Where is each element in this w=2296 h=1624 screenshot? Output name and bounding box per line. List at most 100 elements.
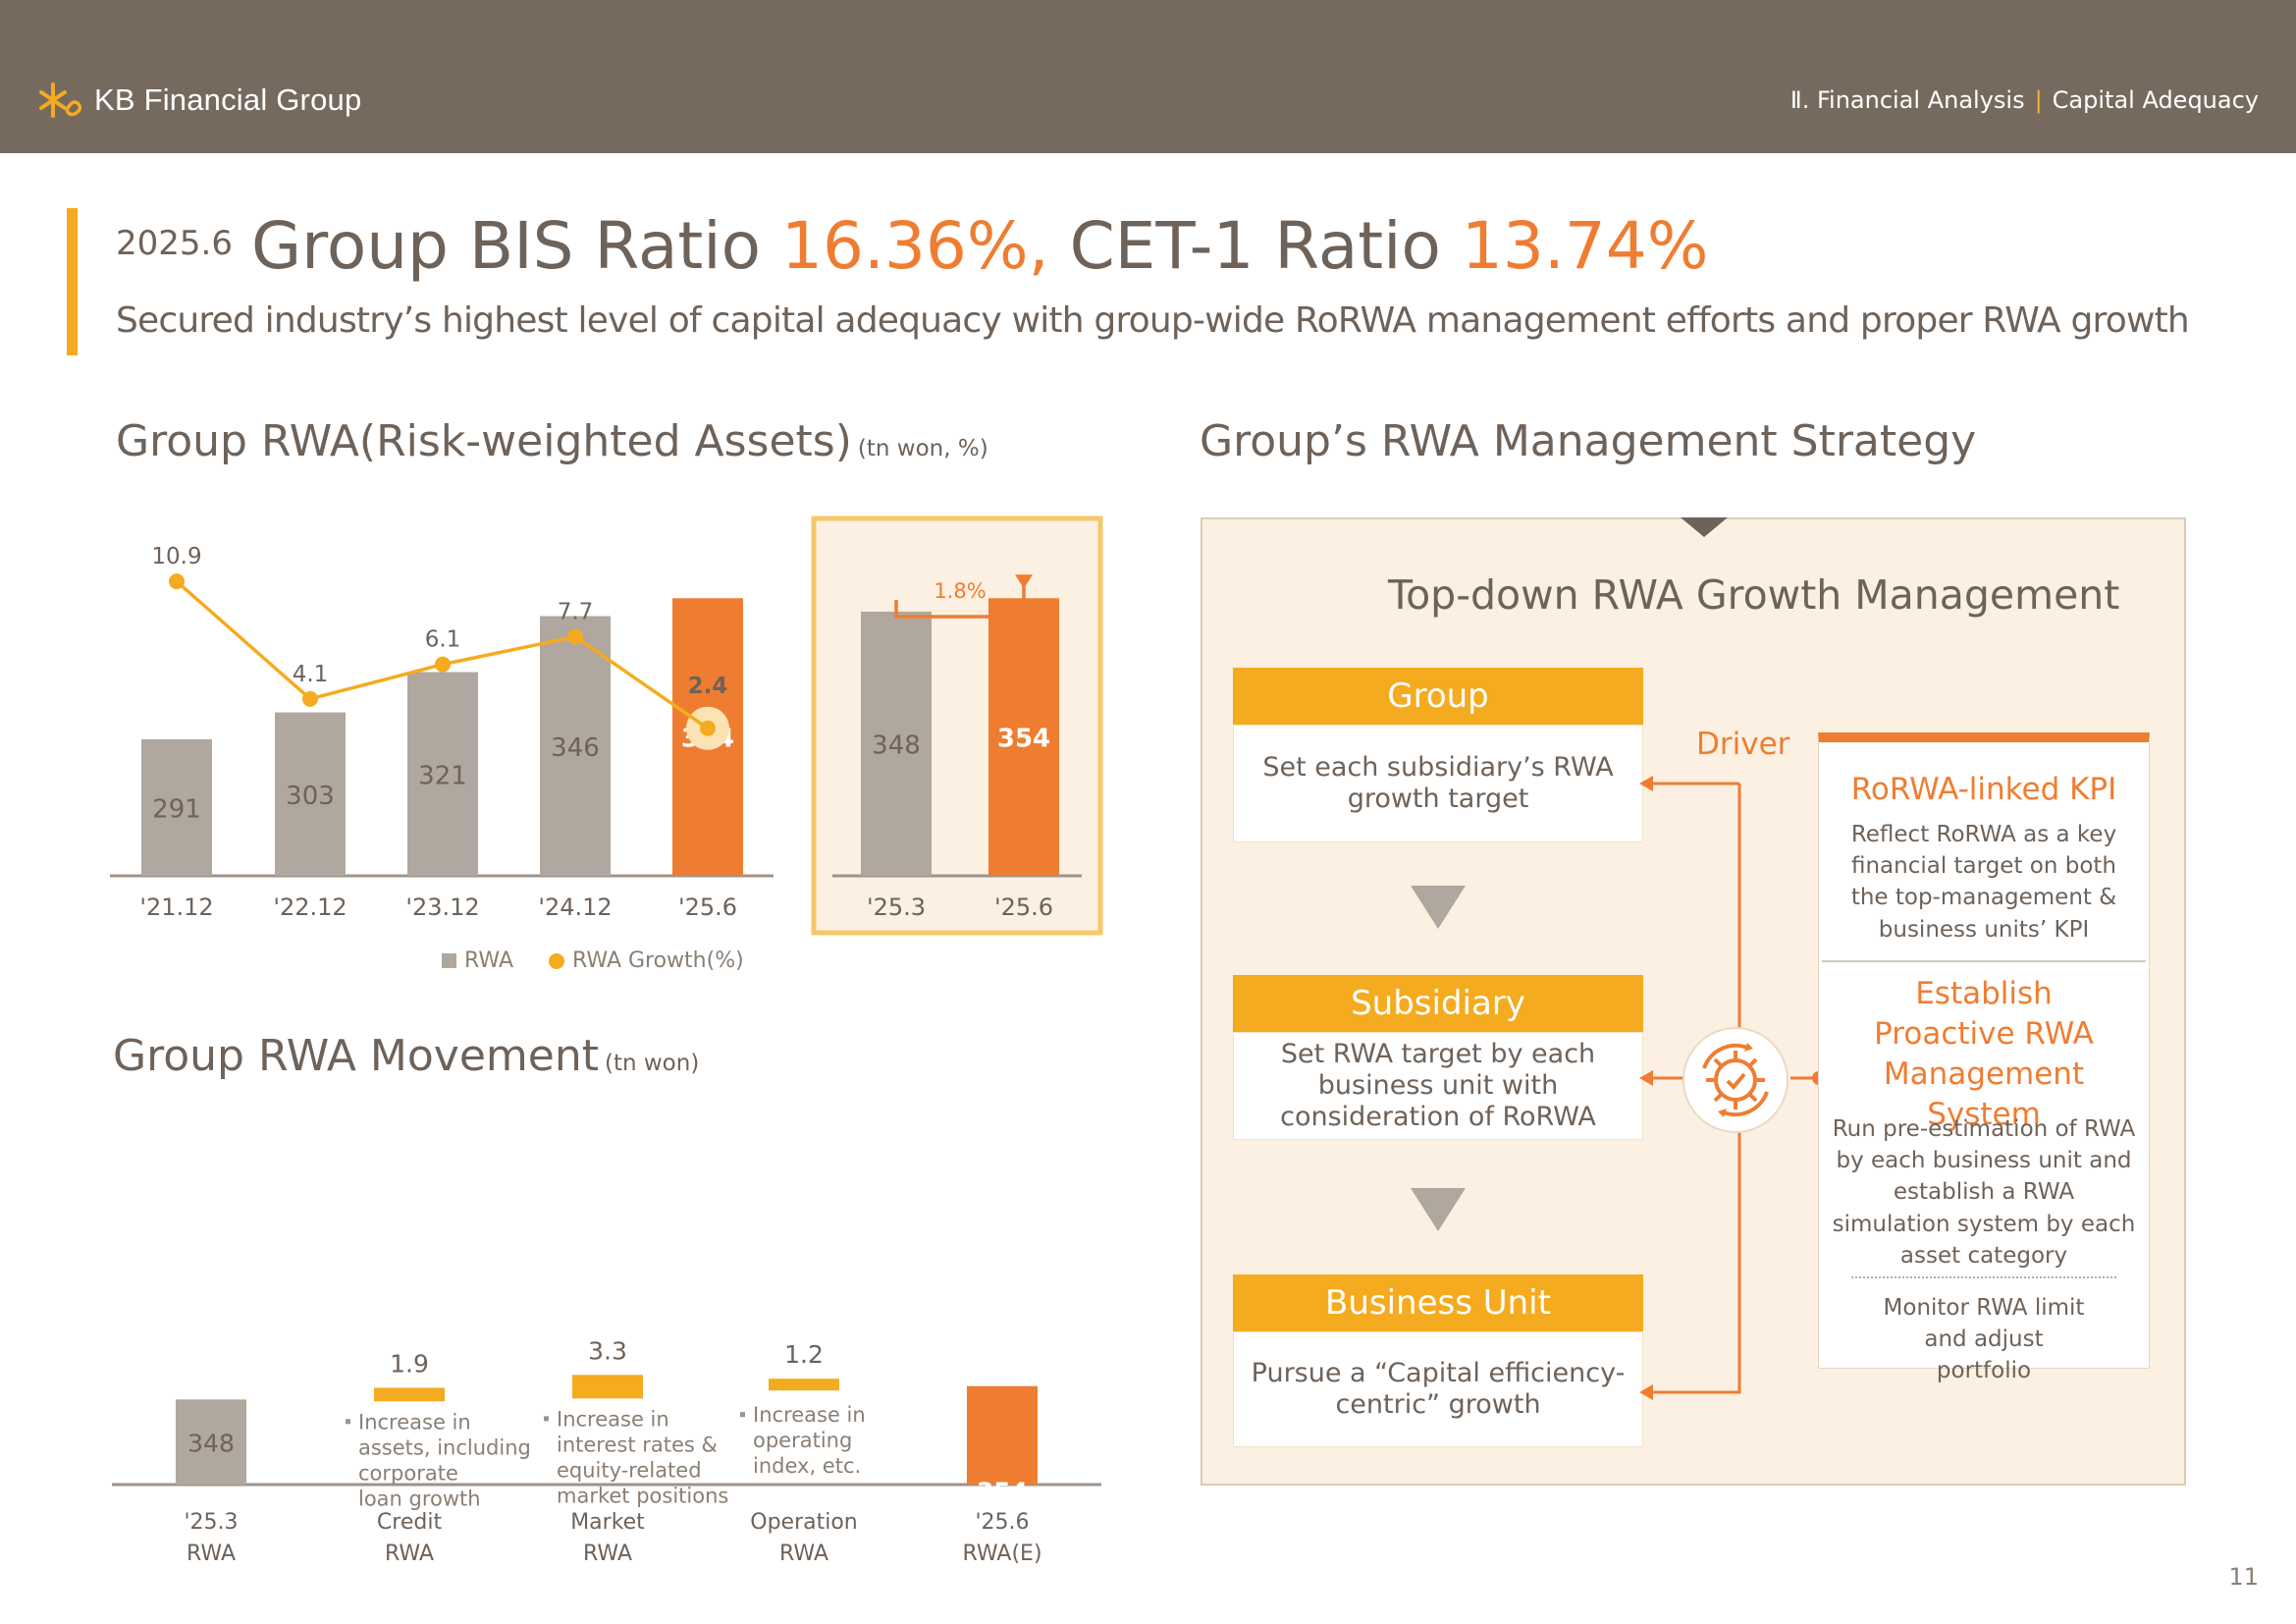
growth-annotation: 1.8% xyxy=(934,579,986,603)
bar-increase xyxy=(374,1387,445,1402)
note-text: loan growth xyxy=(358,1487,481,1510)
note-text: index, etc. xyxy=(753,1454,861,1478)
bar-rwa xyxy=(540,616,611,876)
headline-accent-bar xyxy=(67,208,78,355)
x-tick-label: RWA(E) xyxy=(962,1542,1041,1566)
bar-value-label: 291 xyxy=(152,794,201,824)
page-number: 11 xyxy=(2228,1563,2259,1591)
legend-growth-swatch xyxy=(549,952,564,969)
breadcrumb-section: Ⅱ. Financial Analysis xyxy=(1789,86,2025,114)
note-text: assets, including xyxy=(358,1435,531,1459)
kb-star-icon xyxy=(39,82,82,118)
rwa-chart: 291'21.12303'22.12321'23.12346'24.12354'… xyxy=(110,544,774,921)
note-bullet-icon xyxy=(544,1416,549,1422)
x-tick-label: '22.12 xyxy=(273,893,347,921)
bar-rwa xyxy=(407,672,478,876)
bar-rwa xyxy=(141,738,212,876)
arrow-down-icon xyxy=(1411,886,1466,929)
bar-value-label: 1.9 xyxy=(390,1349,429,1378)
growth-value-label: 6.1 xyxy=(425,627,461,653)
x-tick-label: '24.12 xyxy=(538,893,612,921)
bar-value-label: 348 xyxy=(187,1430,235,1458)
x-tick-label: RWA xyxy=(583,1542,632,1566)
note-text: interest rates & xyxy=(557,1433,718,1456)
bar-total xyxy=(967,1385,1038,1485)
x-tick-label: RWA xyxy=(779,1542,828,1566)
bar-value-label: 354 xyxy=(977,1478,1028,1506)
bar-increase xyxy=(572,1375,643,1399)
strategy-box-title: Top-down RWA Growth Management xyxy=(1388,571,2120,619)
driver-label: Driver xyxy=(1696,727,1790,762)
system-text: Run pre-estimation of RWA by each busine… xyxy=(1832,1116,2136,1269)
level-subsidiary-body: Set RWA target by each business unit wit… xyxy=(1233,1032,1643,1140)
system-dotted-divider xyxy=(1851,1276,2116,1278)
legend-rwa-label: RWA xyxy=(464,948,513,973)
legend-growth-label: RWA Growth(%) xyxy=(572,948,744,973)
bar-value-label: 3.3 xyxy=(588,1336,627,1365)
header-bar: KB Financial Group Ⅱ. Financial Analysis… xyxy=(0,0,2296,153)
rwa-section-title: Group RWA(Risk-weighted Assets) (tn won, … xyxy=(116,416,988,466)
kpi-text: Reflect RoRWA as a key financial target … xyxy=(1850,822,2117,943)
level-subsidiary-head: Subsidiary xyxy=(1233,975,1643,1032)
bar-comparison xyxy=(988,598,1059,876)
breadcrumb-subsection: Capital Adequacy xyxy=(2052,86,2259,114)
growth-point xyxy=(435,656,451,673)
rwa-comparison-chart: 348 '25.3 354 '25.6 1.8% xyxy=(811,515,1103,936)
level-business-unit-body: Pursue a “Capital efficiency-centric” gr… xyxy=(1233,1331,1643,1447)
bar-value-label: 1.2 xyxy=(784,1340,824,1369)
movement-title-text: Group RWA Movement xyxy=(113,1031,599,1081)
headline: Group BIS Ratio 16.36%, CET-1 Ratio 13.7… xyxy=(251,208,1709,284)
headline-subtitle: Secured industry’s highest level of capi… xyxy=(116,300,2190,341)
x-tick-label: '25.6 xyxy=(975,1510,1029,1535)
bar-comparison xyxy=(861,611,932,876)
growth-value-label: 2.4 xyxy=(688,674,728,699)
breadcrumb: Ⅱ. Financial Analysis | Capital Adequacy xyxy=(1790,86,2259,114)
bar-value-label: 303 xyxy=(286,782,335,811)
x-tick-label: Credit xyxy=(377,1510,443,1535)
gear-check-icon xyxy=(1702,1043,1769,1117)
legend-rwa-swatch xyxy=(442,953,456,968)
x-tick-label: '25.3 xyxy=(184,1510,238,1535)
bar-total xyxy=(176,1399,246,1485)
note-text: market positions xyxy=(557,1484,728,1507)
bar-value-label: 348 xyxy=(872,731,921,760)
growth-point xyxy=(302,690,318,707)
kpi-panel xyxy=(1818,732,2150,1369)
note-bullet-icon xyxy=(740,1412,745,1418)
headline-date: 2025.6 xyxy=(116,224,233,263)
growth-value-label: 7.7 xyxy=(558,599,594,624)
growth-point xyxy=(700,720,716,736)
bar-value-label: 354 xyxy=(997,725,1050,754)
x-tick-label: '23.12 xyxy=(405,893,479,921)
growth-value-label: 4.1 xyxy=(293,662,329,687)
bar-increase xyxy=(769,1379,839,1391)
arrow-down-icon xyxy=(1411,1188,1466,1231)
bis-value: 16.36%, xyxy=(780,208,1049,284)
kpi-divider xyxy=(1822,960,2146,962)
strategy-section-title: Group’s RWA Management Strategy xyxy=(1200,416,1977,466)
note-text: equity-related xyxy=(557,1458,702,1482)
rwa-movement-chart: 348 '25.3 RWA 1.9 Credit RWA Increase in assets… xyxy=(112,1336,1101,1566)
level-business-unit-head: Business Unit xyxy=(1233,1274,1643,1331)
growth-point xyxy=(169,573,185,590)
x-tick-label: RWA xyxy=(187,1542,236,1566)
note-bullet-icon xyxy=(346,1419,350,1425)
monitor-text: Monitor RWA limit and adjust portfolio xyxy=(1883,1295,2085,1384)
bar-rwa xyxy=(275,712,346,876)
system-title: Establish Proactive RWA Management Syste… xyxy=(1874,976,2094,1132)
arrow-head-icon xyxy=(1015,574,1033,589)
brand-logo: KB Financial Group xyxy=(39,81,361,120)
rwa-title-unit: (tn won, %) xyxy=(857,436,988,461)
x-tick-label: '25.6 xyxy=(994,893,1053,921)
x-tick-label: Operation xyxy=(750,1510,857,1535)
x-tick-label: RWA xyxy=(385,1542,434,1566)
level-group-head: Group xyxy=(1233,668,1643,725)
x-tick-label: '21.12 xyxy=(139,893,213,921)
cet1-label: CET-1 Ratio xyxy=(1048,208,1462,284)
bar-value-label: 321 xyxy=(418,761,467,790)
gear-circle xyxy=(1682,1027,1789,1133)
movement-title-unit: (tn won) xyxy=(604,1051,700,1076)
breadcrumb-separator: | xyxy=(2034,86,2043,114)
level-group-body: Set each subsidiary’s RWA growth target xyxy=(1233,725,1643,842)
note-text: Increase in xyxy=(753,1403,866,1427)
